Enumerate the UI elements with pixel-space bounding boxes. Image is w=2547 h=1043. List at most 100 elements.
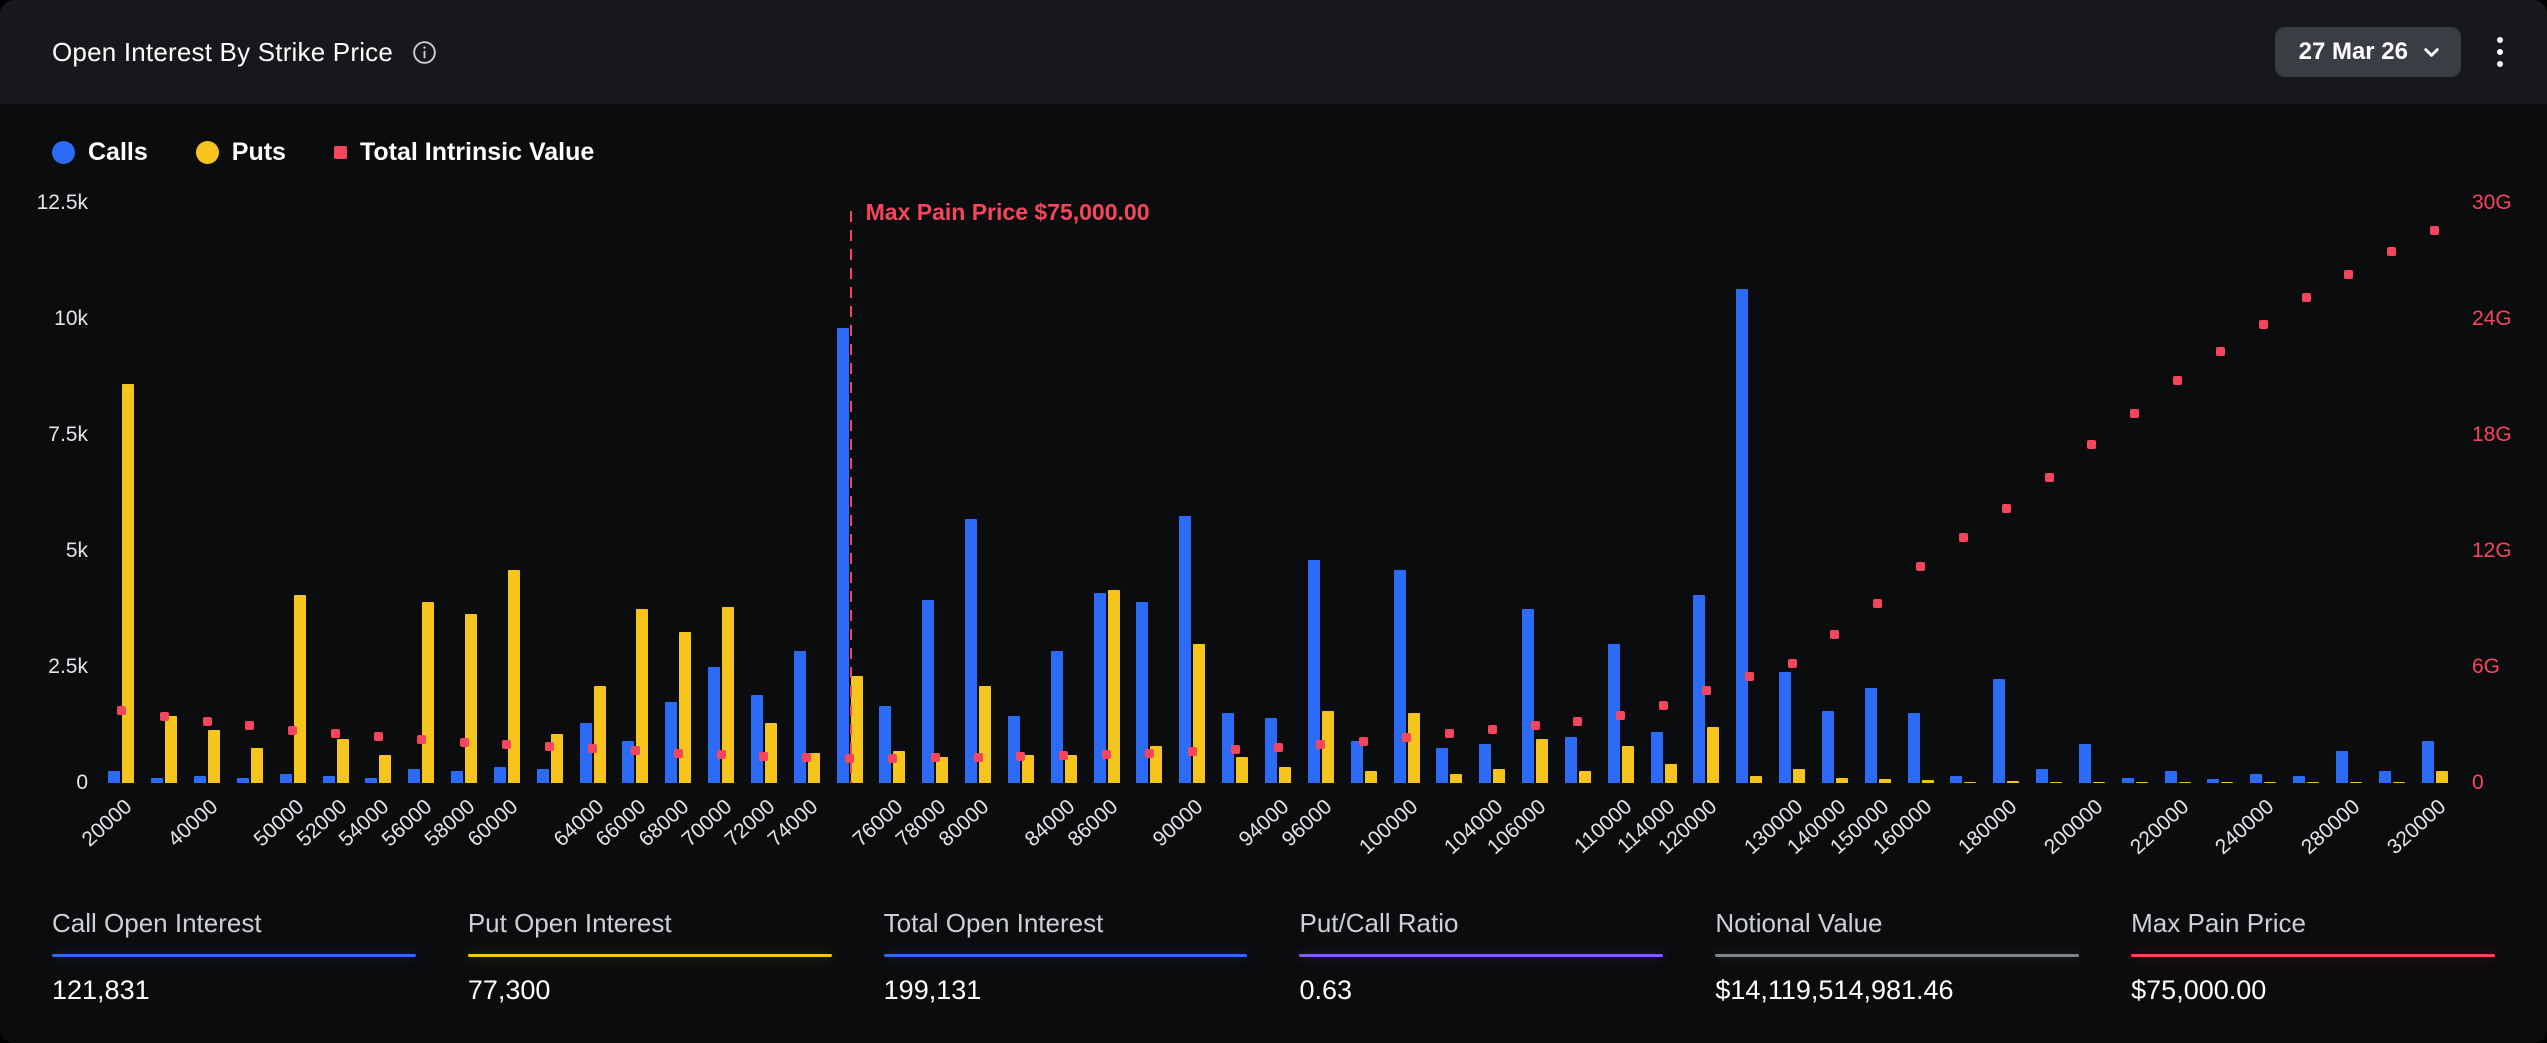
put-bar [293, 595, 306, 783]
put-bar [1321, 711, 1334, 783]
call-bar [1307, 560, 1320, 783]
put-bar [936, 757, 949, 783]
put-bar [2392, 781, 2405, 783]
put-bar [1964, 781, 1977, 783]
x-axis-label: 280000 [2296, 795, 2365, 859]
put-bar [1921, 780, 1934, 783]
call-bar [194, 776, 207, 783]
put-bar [1407, 713, 1420, 783]
y-axis-tick-left: 0 [76, 771, 88, 794]
intrinsic-dot [2087, 440, 2097, 450]
x-axis-label: 40000 [163, 795, 223, 852]
intrinsic-dot [1616, 710, 1626, 720]
legend-item-calls[interactable]: Calls [52, 138, 148, 167]
stat-call-open-interest: Call Open Interest 121,831 [52, 908, 416, 1006]
puts-swatch-icon [195, 141, 219, 164]
x-axis-label: 80000 [934, 795, 994, 852]
put-bar [1364, 771, 1377, 783]
y-axis-tick-left: 12.5k [36, 191, 88, 214]
put-bar [379, 755, 392, 783]
stat-accent-rule [1715, 954, 2080, 957]
call-bar [922, 599, 935, 783]
y-axis-left: 0 2.5k 5k 7.5k 10k 12.5k [0, 192, 88, 794]
put-bar [1707, 727, 1720, 783]
intrinsic-dot [1187, 746, 1197, 756]
put-bar [1021, 755, 1034, 783]
intrinsic-dot [545, 741, 555, 751]
put-bar [2092, 781, 2105, 783]
x-axis-label: 180000 [1954, 795, 2022, 859]
legend-item-puts[interactable]: Puts [195, 138, 286, 167]
stat-accent-rule [1299, 954, 1664, 957]
intrinsic-dot [1530, 721, 1540, 731]
call-bar [365, 778, 378, 783]
put-bar [2050, 781, 2063, 783]
expiry-dropdown[interactable]: 27 Mar 26 [2274, 27, 2461, 77]
put-bar [465, 613, 478, 783]
x-axis-label: 20000 [78, 795, 137, 852]
put-bar [679, 632, 692, 783]
y-axis-tick-left: 5k [65, 539, 88, 562]
call-bar [2207, 779, 2220, 783]
put-bar [336, 738, 349, 783]
kebab-menu-icon[interactable] [2491, 29, 2509, 75]
put-bar [722, 606, 735, 783]
stat-total-open-interest: Total Open Interest 199,131 [883, 908, 1248, 1006]
y-axis-tick-right: 24G [2472, 307, 2512, 330]
call-bar [2293, 776, 2306, 783]
x-axis: 20000 40000 50000 52000 54000 56000 58000 60000… [0, 795, 2547, 895]
intrinsic-dot [1487, 725, 1497, 735]
intrinsic-dot [1958, 532, 1968, 542]
call-bar [2036, 769, 2049, 783]
call-bar [1136, 602, 1149, 783]
call-bar [2250, 773, 2263, 783]
intrinsic-dot [1444, 729, 1454, 739]
call-bar [279, 773, 292, 783]
expiry-value: 27 Mar 26 [2298, 38, 2408, 65]
intrinsic-dot [1402, 733, 1411, 743]
chart-plot[interactable]: Max Pain Price $75,000.00 [100, 199, 2456, 783]
put-bar [165, 715, 178, 783]
call-bar [965, 518, 978, 783]
intrinsic-dot [2130, 409, 2140, 419]
stat-value: 199,131 [883, 975, 982, 1005]
x-axis-label: 84000 [1020, 795, 1080, 852]
legend-item-intrinsic[interactable]: Total Intrinsic Value [333, 138, 594, 167]
call-bar [2378, 771, 2391, 783]
intrinsic-dot [2430, 225, 2440, 235]
intrinsic-dot [1144, 748, 1154, 758]
put-bar [1793, 769, 1806, 783]
call-bar [151, 778, 164, 783]
call-bar [1522, 609, 1535, 783]
call-bar [536, 769, 549, 783]
intrinsic-dot [502, 739, 512, 749]
put-bar [507, 569, 520, 783]
call-bar [2421, 741, 2434, 783]
stat-label: Put Open Interest [467, 908, 672, 938]
stat-put-call-ratio: Put/Call Ratio 0.63 [1299, 908, 1664, 1006]
put-bar [250, 748, 263, 783]
x-axis-label: 200000 [2039, 795, 2108, 859]
intrinsic-dot [2387, 246, 2397, 256]
info-icon[interactable] [411, 39, 438, 66]
x-axis-label: 240000 [2211, 795, 2279, 859]
y-axis-tick-left: 7.5k [48, 423, 88, 446]
put-bar [422, 602, 435, 783]
stat-label: Max Pain Price [2131, 908, 2306, 938]
call-bar [793, 650, 806, 783]
intrinsic-dot [116, 706, 126, 715]
put-bar [1107, 590, 1120, 783]
y-axis-tick-right: 30G [2472, 191, 2512, 214]
put-bar [764, 722, 777, 783]
y-axis-tick-right: 12G [2472, 539, 2512, 562]
stat-max-pain-price: Max Pain Price $75,000.00 [2131, 908, 2495, 1006]
call-bar [1693, 595, 1706, 783]
stat-label: Put/Call Ratio [1299, 908, 1459, 938]
intrinsic-dot [416, 735, 426, 744]
x-axis-label: 90000 [1148, 795, 1208, 852]
call-bar [1736, 288, 1749, 783]
call-bar [879, 706, 892, 783]
y-axis-tick-left: 2.5k [48, 655, 88, 678]
intrinsic-swatch-icon [333, 146, 347, 159]
intrinsic-dot [2258, 320, 2268, 330]
